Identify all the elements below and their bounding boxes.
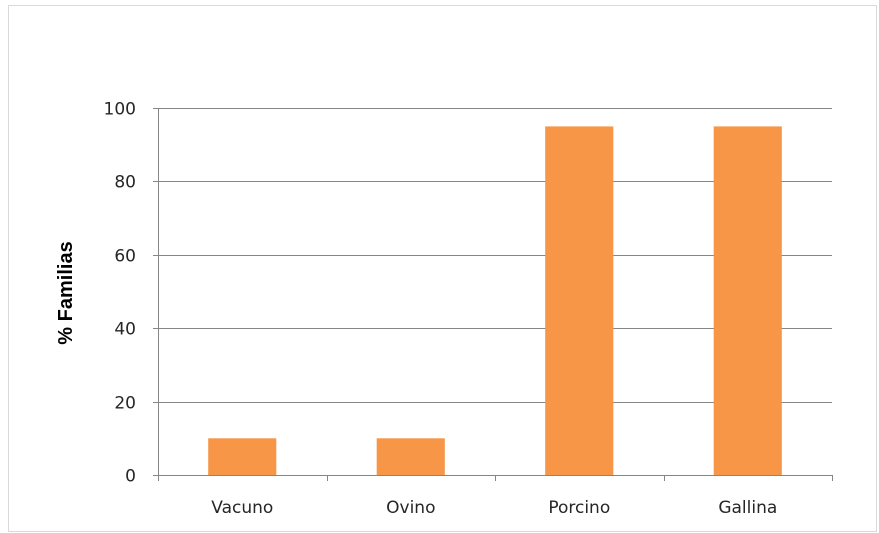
x-tick-label: Vacuno (211, 498, 273, 518)
axes (153, 108, 833, 481)
y-tick-label: 100 (104, 100, 136, 120)
bar-vacuno (208, 438, 277, 475)
y-tick-label: 40 (114, 320, 136, 340)
bar-ovino (376, 438, 445, 475)
x-tick-label: Ovino (386, 498, 435, 518)
y-tick-label: 20 (114, 394, 136, 414)
x-tick-labels: Vacuno Ovino Porcino Gallina (211, 498, 777, 518)
x-tick-label: Porcino (548, 498, 610, 518)
bars (208, 126, 782, 476)
y-tick-label: 0 (125, 467, 136, 487)
bar-gallina (713, 126, 782, 476)
x-tick-label: Gallina (718, 498, 777, 518)
y-tick-label: 60 (114, 247, 136, 267)
y-tick-labels: 0 20 40 60 80 100 (104, 100, 136, 487)
bar-porcino (545, 126, 614, 476)
y-axis-title: % Familias (55, 241, 77, 344)
y-tick-label: 80 (114, 173, 136, 193)
